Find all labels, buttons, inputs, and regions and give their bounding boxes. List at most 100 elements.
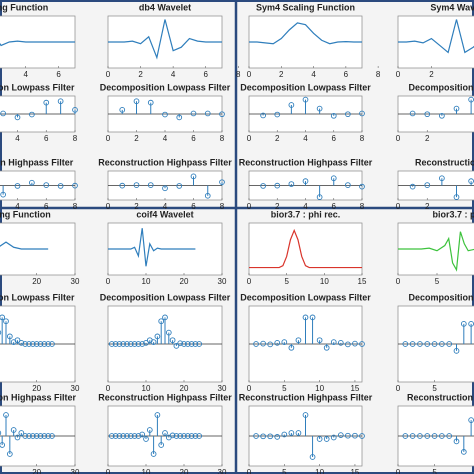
stem-marker <box>190 110 197 117</box>
stem-marker <box>154 412 161 418</box>
x-tick-label: 0 <box>247 202 252 211</box>
x-tick-label: 4 <box>163 202 168 211</box>
stem-marker <box>169 432 176 439</box>
stem-marker <box>133 98 140 105</box>
x-tick-label: 0 <box>247 468 252 474</box>
x-tick-label: 4 <box>311 70 316 79</box>
stem-marker <box>143 436 149 442</box>
stem-marker <box>45 341 52 347</box>
function-line <box>0 40 75 47</box>
stem-marker <box>424 341 431 347</box>
stem-marker <box>120 433 127 439</box>
stem-marker <box>281 339 288 345</box>
stem-marker <box>119 107 126 113</box>
stem-marker <box>6 451 13 457</box>
stem-marker <box>22 341 29 347</box>
panel-title: Reconstruction Highpa <box>407 392 474 402</box>
panel-title: Reconstruction Highpass Filter <box>98 392 232 402</box>
stem-marker <box>41 341 48 347</box>
stem-marker <box>219 111 225 118</box>
x-tick-label: 6 <box>44 202 49 211</box>
stem-marker <box>29 179 35 186</box>
stem-marker <box>316 105 323 112</box>
stem-marker <box>188 341 195 347</box>
stem-marker <box>267 341 274 348</box>
x-tick-label: 8 <box>220 202 225 211</box>
stem-marker <box>295 430 302 436</box>
x-tick-label: 8 <box>360 134 365 143</box>
x-tick-label: 10 <box>320 277 329 286</box>
stem-marker <box>116 433 123 439</box>
stem-marker <box>10 427 17 433</box>
stem-marker <box>309 454 316 460</box>
stem-marker <box>424 182 431 188</box>
panel-title: Reconstruction Highpass Filter <box>239 392 373 402</box>
stem-marker <box>18 340 25 346</box>
stem-marker <box>3 412 9 418</box>
stem-marker <box>359 183 365 190</box>
x-tick-label: 0 <box>247 384 252 393</box>
x-tick-label: 2 <box>134 134 139 143</box>
stem-marker <box>409 341 416 347</box>
x-tick-label: 6 <box>332 202 337 211</box>
stem-marker <box>446 341 453 347</box>
stem-marker <box>431 341 438 347</box>
stem-marker <box>402 341 409 347</box>
stem-marker <box>260 340 266 347</box>
stem-marker <box>124 341 130 347</box>
stem-marker <box>424 111 431 118</box>
stem-marker <box>41 433 48 439</box>
stem-marker <box>453 105 460 112</box>
stem-marker <box>139 341 146 347</box>
stem-marker <box>49 341 55 347</box>
stem-marker <box>345 432 351 439</box>
stem-marker <box>154 333 161 340</box>
panel-title: bior3.7 : ps <box>432 209 474 219</box>
stem-marker <box>108 433 115 439</box>
stem-marker <box>424 433 431 439</box>
stem-marker <box>147 182 154 188</box>
stem-marker <box>143 340 149 346</box>
stem-marker <box>453 347 460 354</box>
stem-marker <box>176 114 183 121</box>
x-tick-label: 6 <box>56 70 61 79</box>
x-tick-label: 20 <box>180 277 189 286</box>
x-tick-label: 4 <box>303 202 308 211</box>
x-tick-label: 2 <box>134 202 139 211</box>
panel-title: Decomposition Lowpass Filter <box>100 292 231 302</box>
stem-marker <box>72 182 78 189</box>
panel-title: caling Function <box>0 209 51 219</box>
stem-marker <box>0 314 6 321</box>
stem-marker <box>120 341 127 347</box>
stem-marker <box>260 183 266 189</box>
stem-marker <box>352 432 358 439</box>
panel-title: bior3.7 : phi rec. <box>271 209 341 219</box>
stem-marker <box>337 432 344 438</box>
x-tick-label: 4 <box>163 134 168 143</box>
stem-marker <box>302 96 309 103</box>
stem-marker <box>417 433 423 439</box>
panel-title: db4 Wavelet <box>139 2 191 12</box>
stem-marker <box>37 433 44 439</box>
stem-marker <box>439 112 445 119</box>
x-tick-label: 4 <box>23 70 28 79</box>
stem-marker <box>173 343 180 349</box>
x-tick-label: 6 <box>191 202 196 211</box>
stem-marker <box>119 182 126 189</box>
stem-marker <box>162 430 168 436</box>
stem-marker <box>14 114 21 121</box>
stem-marker <box>253 433 259 439</box>
stem-marker <box>460 449 467 455</box>
x-tick-label: 0 <box>396 384 401 393</box>
stem-marker <box>196 433 203 439</box>
panel-title: Decomposition Lowpass Filter <box>100 82 231 92</box>
stem-marker <box>409 110 416 117</box>
stem-marker <box>288 430 295 436</box>
x-tick-label: 6 <box>332 134 337 143</box>
x-tick-label: 0 <box>106 202 111 211</box>
stem-marker <box>57 98 64 105</box>
stem-marker <box>0 430 2 436</box>
x-tick-label: 8 <box>376 70 381 79</box>
panel-title: omposition Lowpass Filter <box>0 292 75 302</box>
stem-marker <box>267 433 274 440</box>
